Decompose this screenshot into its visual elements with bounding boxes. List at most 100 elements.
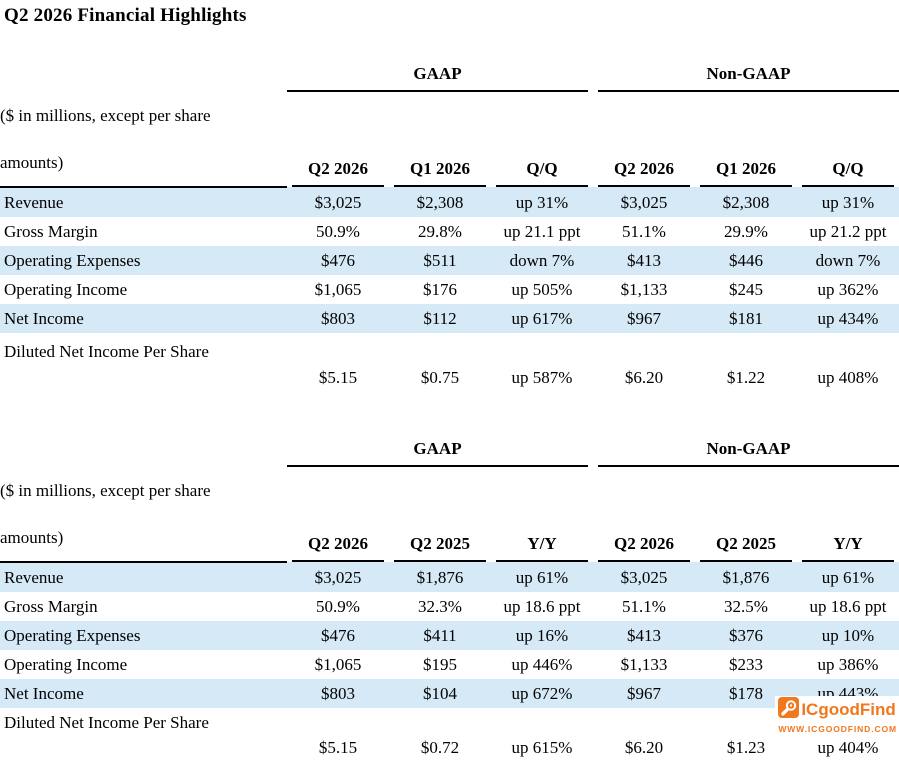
cell-value: up 617% — [511, 309, 573, 328]
row-label: Gross Margin — [4, 597, 98, 616]
group-header-gaap: GAAP — [287, 60, 589, 92]
cell-value: 29.9% — [724, 222, 768, 241]
table-row-net-income: Net Income $803 $104 up 672% $967 $178 u… — [0, 679, 899, 708]
cell-value: 32.3% — [418, 597, 462, 616]
cell-value: up 10% — [821, 626, 875, 645]
cell-value: $3,025 — [314, 192, 362, 212]
cell-value: up 61% — [821, 567, 875, 587]
table-row-gross-margin: Gross Margin 50.9% 32.3% up 18.6 ppt 51.… — [0, 592, 899, 621]
cell-value: $3,025 — [620, 192, 668, 212]
table-row-operating-income: Operating Income $1,065 $176 up 505% $1,… — [0, 275, 899, 304]
cell-value: 32.5% — [724, 597, 768, 616]
cell-value: $178 — [729, 684, 764, 703]
cell-value: $967 — [627, 309, 662, 328]
cell-value: $3,025 — [314, 567, 362, 587]
col-header-nongaap-q2-2026: Q2 2026 — [598, 533, 691, 562]
cell-value: $112 — [423, 309, 457, 328]
table-row-diluted-eps: Diluted Net Income Per Share $5.15 $0.75… — [0, 333, 899, 397]
units-note-line2: amounts) — [0, 528, 64, 547]
units-note-line1: ($ in millions, except per share — [0, 481, 211, 500]
cell-value: up 21.1 ppt — [503, 222, 581, 241]
cell-value: $413 — [627, 251, 662, 270]
cell-value: down 7% — [815, 251, 881, 270]
spacer-cell — [0, 435, 287, 467]
cell-value: $104 — [423, 684, 457, 703]
cell-value: $1,133 — [620, 655, 668, 674]
cell-value: $1,876 — [416, 567, 464, 587]
cell-value: down 7% — [509, 251, 575, 270]
cell-value: up 16% — [515, 626, 569, 645]
cell-value: $803 — [321, 684, 355, 703]
table-row-net-income: Net Income $803 $112 up 617% $967 $181 u… — [0, 304, 899, 333]
table-row-revenue: Revenue $3,025 $2,308 up 31% $3,025 $2,3… — [0, 187, 899, 217]
cell-value: $5.15 — [318, 738, 358, 757]
cell-value: $1,133 — [620, 280, 668, 299]
col-header-gaap-q2-2026: Q2 2026 — [292, 158, 384, 187]
cell-value: up 31% — [515, 192, 569, 212]
group-header-non-gaap: Non-GAAP — [598, 435, 899, 467]
cell-value: up 408% — [817, 368, 879, 387]
cell-value: $5.15 — [318, 368, 358, 387]
cell-value: $446 — [729, 251, 764, 270]
units-note-line2: amounts) — [0, 153, 64, 172]
group-header-row: GAAP Non-GAAP — [0, 60, 899, 92]
icgoodfind-watermark: ICgoodFind WWW.ICGOODFIND.COM — [775, 696, 899, 735]
cell-value: $1.23 — [726, 738, 766, 757]
cell-value: up 404% — [817, 738, 879, 757]
column-header-row: ($ in millions, except per share amounts… — [0, 467, 899, 563]
cell-value: up 61% — [515, 567, 569, 587]
cell-value: $376 — [729, 626, 764, 645]
group-header-non-gaap: Non-GAAP — [598, 60, 899, 92]
row-label: Operating Income — [4, 655, 128, 674]
row-label: Diluted Net Income Per Share — [4, 713, 209, 732]
cell-value: up 18.6 ppt — [503, 597, 581, 616]
cell-value: 29.8% — [418, 222, 462, 241]
col-header-nongaap-q2-2025: Q2 2025 — [700, 533, 793, 562]
row-label: Revenue — [4, 568, 64, 587]
units-note-line1: ($ in millions, except per share — [0, 106, 211, 125]
col-header-nongaap-q2-2026: Q2 2026 — [598, 158, 691, 187]
cell-value: $2,308 — [722, 192, 770, 212]
cell-value: $511 — [423, 251, 457, 270]
col-header-nongaap-q1-2026: Q1 2026 — [700, 158, 793, 187]
row-label: Operating Income — [4, 280, 128, 299]
cell-value: $0.72 — [420, 738, 460, 757]
yoy-highlights-table: GAAP Non-GAAP ($ in millions, except per… — [0, 435, 899, 761]
cell-value: up 21.2 ppt — [809, 222, 887, 241]
row-label: Revenue — [4, 193, 64, 212]
qoq-highlights-table: GAAP Non-GAAP ($ in millions, except per… — [0, 60, 899, 397]
cell-value: $195 — [423, 655, 457, 674]
cell-value: 50.9% — [316, 597, 360, 616]
table-row-gross-margin: Gross Margin 50.9% 29.8% up 21.1 ppt 51.… — [0, 217, 899, 246]
cell-value: $476 — [321, 626, 355, 645]
cell-value: $6.20 — [624, 738, 664, 757]
col-header-gaap-q2-2025: Q2 2025 — [394, 533, 486, 562]
table-row-diluted-eps: Diluted Net Income Per Share $5.15 $0.72… — [0, 708, 899, 761]
watermark-brand-text: ICgoodFind — [801, 700, 896, 719]
table-row-operating-income: Operating Income $1,065 $195 up 446% $1,… — [0, 650, 899, 679]
col-header-gaap-q2-2026: Q2 2026 — [292, 533, 384, 562]
cell-value: $413 — [627, 626, 662, 645]
cell-value: up 672% — [511, 684, 573, 703]
cell-value: 50.9% — [316, 222, 360, 241]
cell-value: up 615% — [511, 738, 573, 757]
col-header-gaap-yy: Y/Y — [496, 533, 589, 562]
cell-value: $967 — [627, 684, 662, 703]
column-header-row: ($ in millions, except per share amounts… — [0, 92, 899, 188]
cell-value: $1,065 — [314, 655, 362, 674]
col-header-gaap-qq: Q/Q — [496, 158, 589, 187]
units-note: ($ in millions, except per share amounts… — [0, 467, 287, 563]
cell-value: $181 — [729, 309, 764, 328]
table-row-operating-expenses: Operating Expenses $476 $511 down 7% $41… — [0, 246, 899, 275]
col-header-nongaap-yy: Y/Y — [802, 533, 895, 562]
row-label: Net Income — [4, 684, 84, 703]
cell-value: 51.1% — [622, 222, 666, 241]
cell-value: up 587% — [511, 368, 573, 387]
cell-value: $0.75 — [420, 368, 460, 387]
row-label: Operating Expenses — [4, 251, 141, 270]
cell-value: up 362% — [817, 280, 879, 299]
cell-value: $1,065 — [314, 280, 362, 299]
group-header-gaap: GAAP — [287, 435, 589, 467]
cell-value: $476 — [321, 251, 355, 270]
